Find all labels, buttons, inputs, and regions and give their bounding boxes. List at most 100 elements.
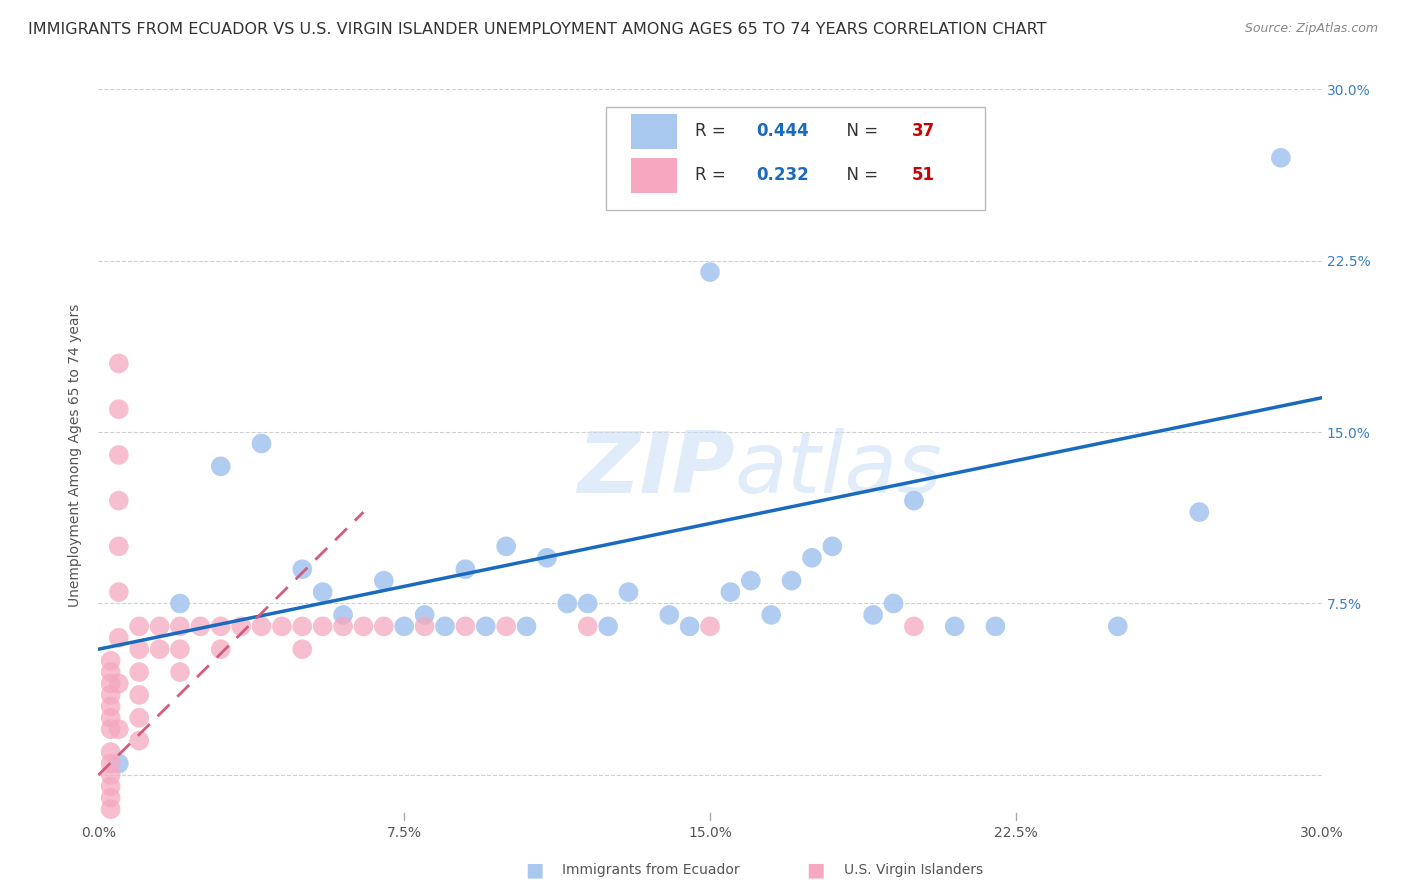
Point [100, 688, 122, 702]
Point [128, 733, 150, 747]
Text: Source: ZipAtlas.com: Source: ZipAtlas.com [1244, 22, 1378, 36]
Point [454, 619, 477, 633]
Point [557, 597, 579, 611]
Point [536, 550, 558, 565]
Text: N =: N = [837, 166, 883, 184]
Point [720, 585, 742, 599]
Point [332, 607, 354, 622]
Point [1188, 505, 1211, 519]
Point [169, 665, 191, 679]
Point [100, 790, 122, 805]
Point [312, 619, 335, 633]
Point [495, 539, 517, 553]
Text: 0.232: 0.232 [756, 166, 810, 184]
Point [576, 619, 599, 633]
Point [903, 493, 925, 508]
Point [128, 642, 150, 657]
Point [108, 723, 131, 737]
Point [516, 619, 538, 633]
Point [108, 756, 131, 771]
Point [149, 619, 172, 633]
Point [108, 585, 131, 599]
Point [100, 756, 122, 771]
Point [474, 619, 498, 633]
Text: R =: R = [696, 166, 731, 184]
Point [943, 619, 966, 633]
Text: ■: ■ [524, 860, 544, 880]
Point [108, 356, 131, 371]
FancyBboxPatch shape [630, 158, 678, 193]
Point [699, 265, 721, 279]
Point [188, 619, 212, 633]
Point [761, 607, 783, 622]
Text: ZIP: ZIP [576, 428, 734, 511]
Point [454, 562, 477, 576]
Point [291, 619, 314, 633]
Point [270, 619, 294, 633]
Point [100, 768, 122, 782]
Point [250, 436, 273, 450]
Text: atlas: atlas [734, 428, 942, 511]
Point [100, 780, 122, 794]
Point [100, 665, 122, 679]
Point [332, 619, 354, 633]
Point [128, 688, 150, 702]
Point [984, 619, 1007, 633]
Point [169, 619, 191, 633]
Point [883, 597, 905, 611]
Point [169, 642, 191, 657]
Point [495, 619, 517, 633]
Text: ■: ■ [806, 860, 825, 880]
Point [100, 654, 122, 668]
Text: U.S. Virgin Islanders: U.S. Virgin Islanders [844, 863, 983, 877]
Text: 37: 37 [912, 122, 935, 140]
Point [862, 607, 884, 622]
Point [108, 539, 131, 553]
Point [392, 619, 416, 633]
Text: R =: R = [696, 122, 731, 140]
Text: 0.444: 0.444 [756, 122, 810, 140]
Point [209, 619, 232, 633]
Point [1270, 151, 1292, 165]
Point [108, 676, 131, 690]
Point [413, 607, 436, 622]
Point [373, 574, 395, 588]
Text: 51: 51 [912, 166, 935, 184]
Point [149, 642, 172, 657]
Point [231, 619, 253, 633]
Point [1107, 619, 1129, 633]
Point [373, 619, 395, 633]
Point [434, 619, 457, 633]
Point [128, 665, 150, 679]
Point [128, 711, 150, 725]
Point [209, 642, 232, 657]
Point [209, 459, 232, 474]
Point [100, 676, 122, 690]
Y-axis label: Unemployment Among Ages 65 to 74 years: Unemployment Among Ages 65 to 74 years [69, 303, 83, 607]
Point [312, 585, 335, 599]
Point [108, 631, 131, 645]
Text: Immigrants from Ecuador: Immigrants from Ecuador [562, 863, 740, 877]
Point [413, 619, 436, 633]
Point [576, 597, 599, 611]
Point [291, 562, 314, 576]
Point [291, 642, 314, 657]
Point [821, 539, 844, 553]
Point [169, 597, 191, 611]
Point [352, 619, 374, 633]
Point [658, 607, 681, 622]
Point [801, 550, 824, 565]
Point [128, 619, 150, 633]
Point [780, 574, 803, 588]
Point [598, 619, 620, 633]
FancyBboxPatch shape [606, 108, 986, 210]
Point [108, 402, 131, 417]
Point [699, 619, 721, 633]
Point [250, 619, 273, 633]
Point [903, 619, 925, 633]
Text: IMMIGRANTS FROM ECUADOR VS U.S. VIRGIN ISLANDER UNEMPLOYMENT AMONG AGES 65 TO 74: IMMIGRANTS FROM ECUADOR VS U.S. VIRGIN I… [28, 22, 1046, 37]
Point [100, 699, 122, 714]
Point [108, 448, 131, 462]
Point [100, 802, 122, 816]
Point [100, 745, 122, 759]
